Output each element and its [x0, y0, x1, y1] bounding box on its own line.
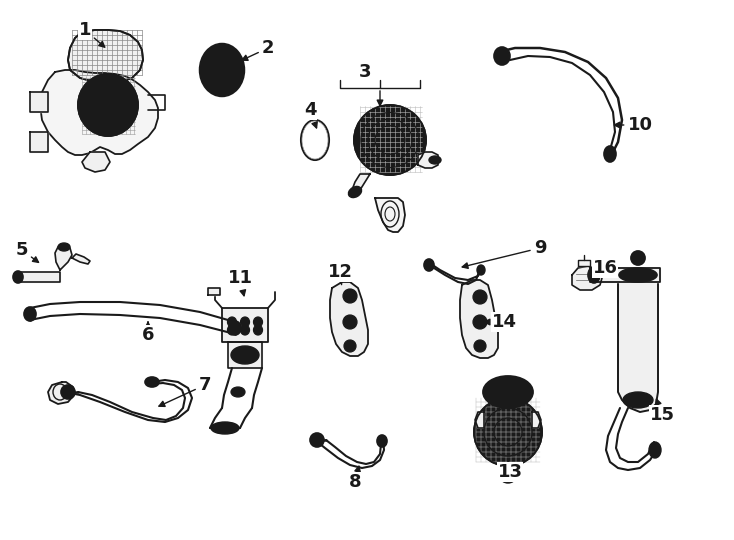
Ellipse shape	[24, 307, 36, 321]
Polygon shape	[55, 245, 72, 270]
Ellipse shape	[424, 259, 434, 271]
Text: 9: 9	[462, 239, 546, 268]
Polygon shape	[618, 275, 658, 412]
Polygon shape	[572, 266, 602, 290]
Ellipse shape	[310, 433, 324, 447]
Text: 2: 2	[242, 39, 275, 60]
Ellipse shape	[343, 315, 357, 329]
Polygon shape	[228, 342, 262, 368]
Polygon shape	[418, 152, 438, 168]
Text: 12: 12	[327, 263, 352, 285]
Ellipse shape	[231, 346, 259, 364]
Ellipse shape	[207, 52, 237, 88]
Polygon shape	[475, 412, 484, 428]
Text: 14: 14	[484, 313, 517, 331]
Ellipse shape	[354, 105, 426, 175]
Ellipse shape	[474, 340, 486, 352]
Polygon shape	[578, 260, 590, 266]
Ellipse shape	[200, 44, 244, 96]
Text: 1: 1	[79, 21, 105, 47]
Ellipse shape	[473, 315, 487, 329]
Ellipse shape	[106, 103, 110, 107]
Ellipse shape	[253, 325, 263, 335]
Text: 10: 10	[614, 116, 653, 134]
Polygon shape	[590, 268, 660, 282]
Ellipse shape	[253, 317, 263, 327]
Ellipse shape	[231, 387, 245, 397]
Polygon shape	[30, 132, 48, 152]
Ellipse shape	[473, 290, 487, 304]
Polygon shape	[72, 254, 90, 264]
Ellipse shape	[474, 398, 542, 466]
Polygon shape	[82, 152, 110, 172]
Polygon shape	[222, 308, 268, 342]
Text: 8: 8	[349, 466, 361, 491]
Ellipse shape	[588, 267, 600, 283]
Ellipse shape	[13, 271, 23, 283]
Text: 5: 5	[15, 241, 38, 262]
Ellipse shape	[241, 317, 250, 327]
Ellipse shape	[145, 377, 159, 387]
Text: 13: 13	[498, 461, 523, 481]
Ellipse shape	[58, 243, 70, 251]
Ellipse shape	[631, 251, 645, 265]
Text: 4: 4	[304, 101, 317, 128]
Polygon shape	[352, 174, 370, 195]
Ellipse shape	[343, 289, 357, 303]
Ellipse shape	[228, 317, 236, 327]
Text: 3: 3	[359, 63, 371, 81]
Ellipse shape	[344, 340, 356, 352]
Ellipse shape	[501, 473, 515, 483]
Ellipse shape	[619, 268, 657, 282]
Ellipse shape	[623, 392, 653, 408]
Ellipse shape	[211, 422, 239, 434]
Ellipse shape	[241, 325, 250, 335]
Text: 16: 16	[591, 259, 617, 277]
Polygon shape	[30, 92, 48, 112]
Polygon shape	[330, 282, 368, 356]
Text: 7: 7	[159, 376, 211, 407]
Ellipse shape	[649, 442, 661, 458]
Ellipse shape	[61, 385, 75, 399]
Polygon shape	[48, 382, 74, 404]
Polygon shape	[68, 30, 143, 83]
Ellipse shape	[349, 186, 362, 198]
Ellipse shape	[494, 47, 510, 65]
Ellipse shape	[604, 146, 616, 162]
Polygon shape	[18, 272, 60, 282]
Ellipse shape	[377, 435, 387, 447]
Ellipse shape	[78, 74, 138, 136]
Polygon shape	[375, 198, 405, 232]
Polygon shape	[532, 412, 541, 428]
Ellipse shape	[429, 156, 441, 164]
Polygon shape	[460, 280, 498, 358]
Text: 6: 6	[142, 322, 154, 344]
Ellipse shape	[483, 376, 533, 408]
Polygon shape	[500, 464, 516, 478]
Polygon shape	[40, 70, 158, 155]
Ellipse shape	[229, 321, 241, 335]
Text: 15: 15	[650, 399, 675, 424]
Ellipse shape	[78, 74, 138, 136]
Text: 11: 11	[228, 269, 252, 296]
Ellipse shape	[477, 265, 485, 275]
Ellipse shape	[228, 325, 236, 335]
Polygon shape	[208, 288, 220, 295]
